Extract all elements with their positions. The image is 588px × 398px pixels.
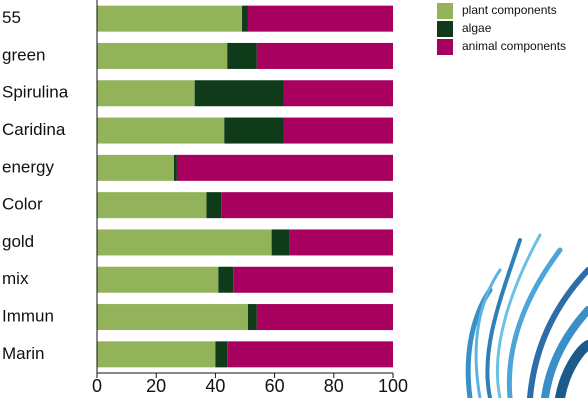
bar-segment	[233, 266, 393, 293]
x-tick-label: 20	[146, 376, 166, 396]
legend-swatch	[437, 3, 453, 19]
bar-segment	[194, 80, 284, 107]
legend-swatch	[437, 21, 453, 37]
category-label: Color	[2, 195, 43, 214]
x-tick-label: 0	[92, 376, 102, 396]
bar-segment	[97, 192, 207, 219]
category-label: gold	[2, 232, 34, 251]
category-label: Caridina	[2, 120, 66, 139]
legend-swatch	[437, 39, 453, 55]
bar-segment	[289, 229, 393, 256]
bar-segment	[97, 42, 228, 69]
bar-segment	[97, 154, 174, 181]
bar-segment	[97, 341, 216, 368]
bar-segment	[256, 304, 393, 331]
category-label: Marin	[2, 344, 45, 363]
bar-segment	[97, 229, 272, 256]
category-label: Spirulina	[2, 83, 69, 102]
bar-segment	[247, 5, 393, 32]
bar-segment	[224, 117, 284, 144]
legend-label: algae	[462, 21, 492, 35]
legend-label: plant components	[462, 3, 557, 17]
category-label: Immun	[2, 307, 54, 326]
bar-segment	[97, 266, 219, 293]
bar-segment	[256, 42, 393, 69]
bar-segment	[227, 42, 257, 69]
bar-segment	[206, 192, 222, 219]
bar-segment	[97, 304, 248, 331]
category-label: green	[2, 45, 45, 64]
bar-segment	[218, 266, 234, 293]
category-label: 55	[2, 8, 21, 27]
bar-segment	[247, 304, 257, 331]
x-tick-label: 60	[265, 376, 285, 396]
bar-segment	[221, 192, 393, 219]
x-tick-label: 80	[324, 376, 344, 396]
x-tick-label: 40	[205, 376, 225, 396]
bar-segment	[97, 80, 195, 107]
bar-segment	[242, 5, 248, 32]
bar-segment	[271, 229, 290, 256]
bar-segment	[215, 341, 228, 368]
x-tick-label: 100	[378, 376, 408, 396]
bar-segment	[97, 5, 243, 32]
legend-label: animal components	[462, 39, 566, 53]
bar-segment	[176, 154, 393, 181]
bar-segment	[97, 117, 225, 144]
bar-segment	[227, 341, 393, 368]
category-label: mix	[2, 269, 29, 288]
fish-illustration	[465, 233, 588, 398]
bar-segment	[283, 80, 393, 107]
category-label: energy	[2, 157, 54, 176]
bar-segment	[173, 154, 177, 181]
bar-segment	[283, 117, 393, 144]
